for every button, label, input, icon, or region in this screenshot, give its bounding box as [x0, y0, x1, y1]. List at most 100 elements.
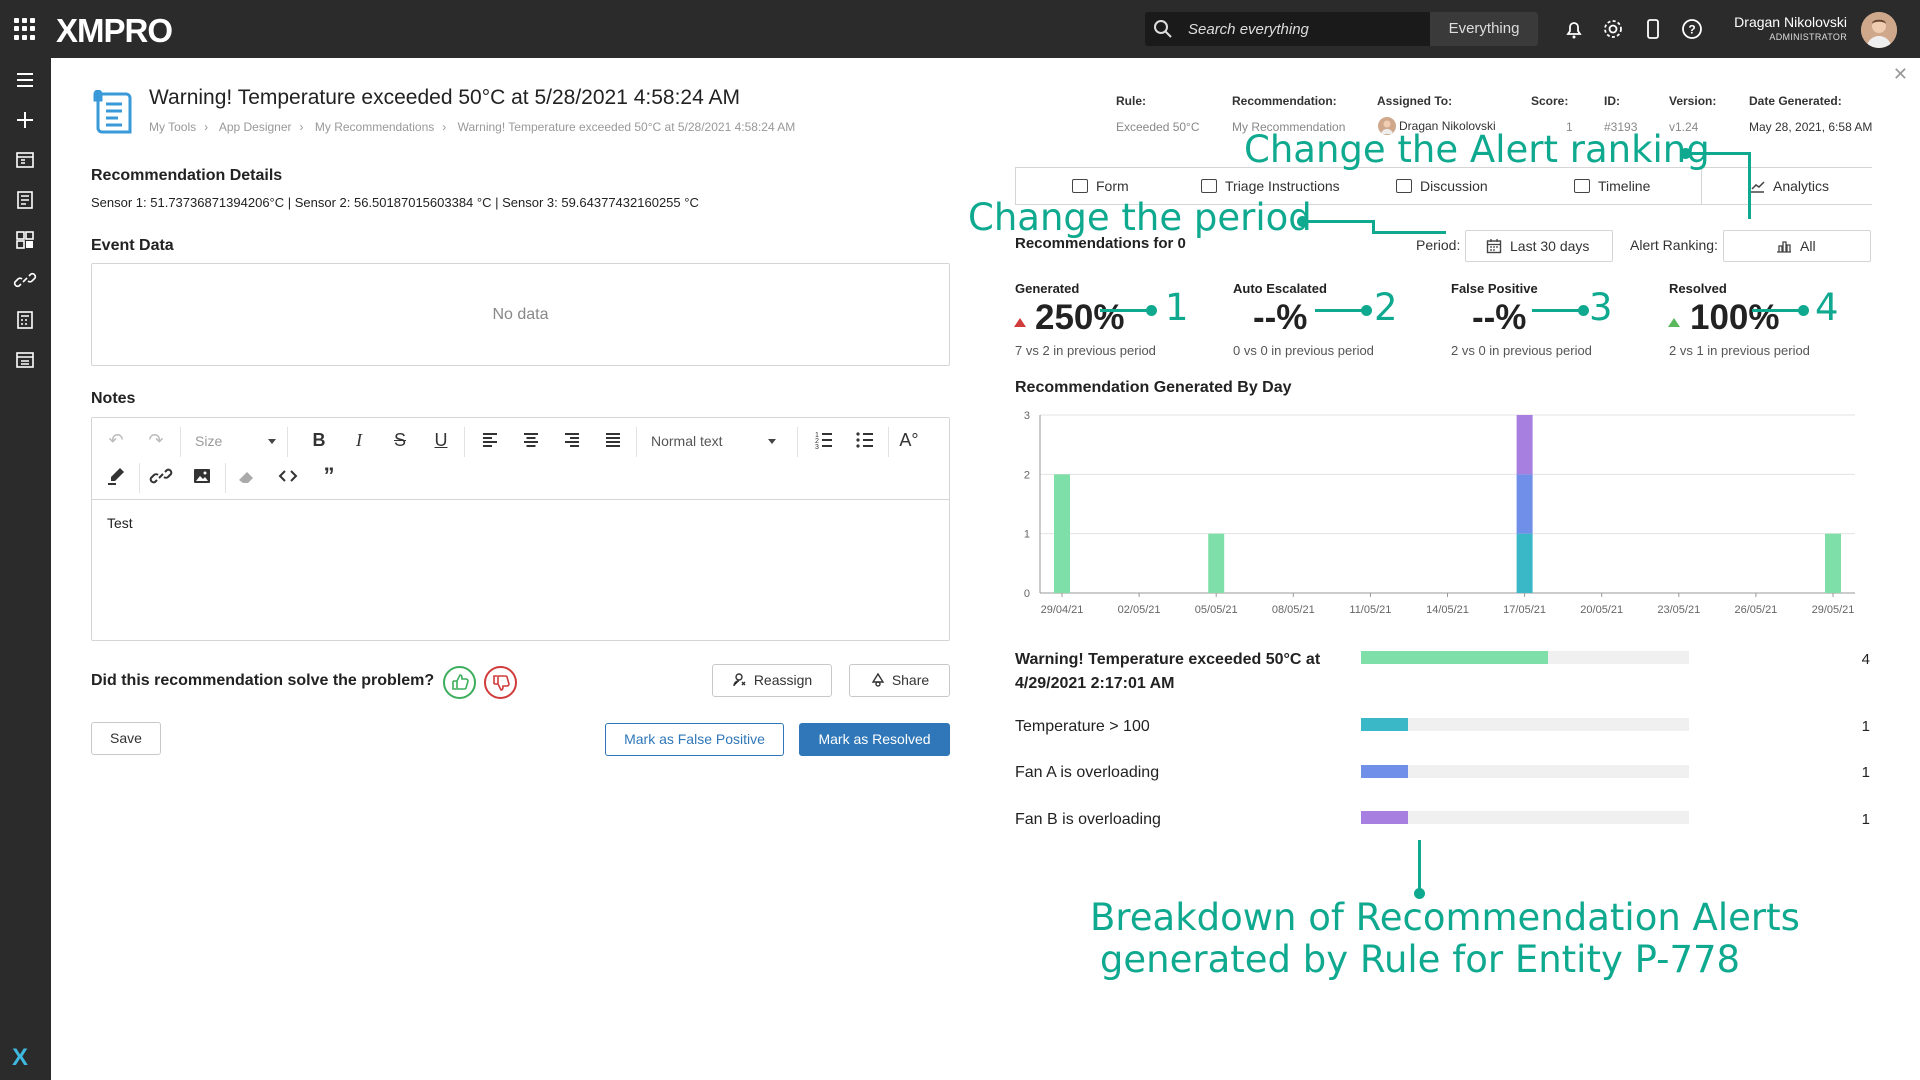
brand-logo[interactable]: XMPRO: [56, 12, 173, 49]
alert-ranking-select[interactable]: All: [1723, 230, 1871, 262]
bell-icon[interactable]: [1562, 17, 1586, 41]
svg-text:?: ?: [1688, 23, 1695, 37]
mobile-icon[interactable]: [1641, 17, 1665, 41]
strikethrough-icon[interactable]: S: [393, 430, 406, 450]
code-icon[interactable]: [276, 464, 300, 488]
notes-input[interactable]: Test: [107, 515, 133, 531]
quote-icon[interactable]: ”: [323, 463, 335, 488]
tab-discussion[interactable]: Discussion: [1396, 168, 1488, 204]
italic-icon[interactable]: I: [356, 430, 362, 450]
close-icon[interactable]: ✕: [1892, 64, 1908, 84]
assigned-value: Dragan Nikolovski: [1378, 117, 1496, 135]
bar: [1825, 533, 1841, 593]
menu-icon[interactable]: [13, 68, 37, 92]
kpi-false-positive-label: False Positive: [1451, 281, 1538, 296]
tab-timeline[interactable]: Timeline: [1574, 168, 1650, 204]
tab-label: Triage Instructions: [1225, 178, 1340, 194]
tab-form[interactable]: Form: [1072, 168, 1129, 204]
annotation-dot: [1414, 888, 1425, 899]
annotation-number-2: 2: [1374, 286, 1398, 329]
breakdown-bar: [1361, 651, 1549, 664]
recommendations-icon[interactable]: [13, 188, 37, 212]
ordered-list-icon[interactable]: 123: [812, 428, 836, 452]
period-select[interactable]: Last 30 days: [1465, 230, 1613, 262]
font-style-icon[interactable]: A°: [899, 430, 919, 450]
version-heading: Version:: [1669, 94, 1717, 108]
thumbs-down-button[interactable]: [484, 666, 517, 699]
dashboard-icon[interactable]: [13, 228, 37, 252]
tab-triage-instructions[interactable]: Triage Instructions: [1201, 168, 1340, 204]
alert-ranking-value: All: [1800, 238, 1816, 254]
apps-icon[interactable]: [13, 148, 37, 172]
breadcrumb-item[interactable]: App Designer: [218, 120, 292, 134]
thumbs-down-icon: [493, 675, 510, 691]
timeline-icon: [1574, 179, 1590, 193]
breadcrumb-item: Warning! Temperature exceeded 50°C at 5/…: [457, 120, 796, 134]
align-right-icon[interactable]: [560, 428, 584, 452]
align-center-icon[interactable]: [519, 428, 543, 452]
score-value: 1: [1566, 120, 1573, 134]
save-button[interactable]: Save: [91, 722, 161, 755]
annotation-line: [1315, 309, 1365, 312]
rule-heading: Rule:: [1116, 94, 1146, 108]
reassign-button[interactable]: Reassign: [712, 664, 832, 697]
x-tick-label: 14/05/21: [1426, 604, 1469, 616]
underline-icon[interactable]: U: [434, 430, 448, 450]
xmpro-mark-icon[interactable]: X: [12, 1044, 29, 1071]
apps-grid-icon[interactable]: [14, 18, 36, 40]
form-icon: [1072, 179, 1088, 193]
breadcrumb-item[interactable]: My Recommendations: [314, 120, 435, 134]
svg-text:3: 3: [815, 444, 819, 451]
y-tick-label: 0: [1024, 588, 1030, 600]
help-icon[interactable]: ?: [1680, 17, 1704, 41]
y-tick-label: 2: [1024, 469, 1030, 481]
recommendation-value: My Recommendation: [1232, 120, 1346, 134]
kpi-auto-escalated-label: Auto Escalated: [1233, 281, 1327, 296]
redo-icon[interactable]: ↷: [148, 430, 164, 450]
search-scope-dropdown[interactable]: Everything: [1430, 12, 1538, 46]
breadcrumb-item[interactable]: My Tools: [149, 120, 197, 134]
search-input[interactable]: Search everything: [1188, 21, 1309, 38]
share-button[interactable]: Share: [849, 664, 950, 697]
undo-icon[interactable]: ↶: [108, 430, 124, 450]
annotation-line: [1752, 309, 1802, 312]
mark-resolved-button[interactable]: Mark as Resolved: [799, 723, 950, 756]
tab-analytics[interactable]: Analytics: [1701, 168, 1872, 204]
align-left-icon[interactable]: [478, 428, 502, 452]
calculator-icon[interactable]: [13, 308, 37, 332]
x-tick-label: 11/05/21: [1349, 604, 1391, 616]
kpi-auto-escalated-value: --%: [1253, 298, 1308, 337]
avatar[interactable]: [1861, 12, 1897, 48]
breakdown-count: 1: [1861, 811, 1870, 828]
search-icon: [1154, 20, 1172, 38]
bullet-list-icon[interactable]: [853, 428, 877, 452]
align-justify-icon[interactable]: [601, 428, 625, 452]
image-icon[interactable]: [190, 464, 214, 488]
highlight-icon[interactable]: [104, 464, 128, 488]
date-heading: Date Generated:: [1749, 94, 1842, 108]
tab-label: Discussion: [1420, 178, 1488, 194]
add-icon[interactable]: [13, 108, 37, 132]
breakdown-track: [1361, 811, 1689, 824]
text-format-dropdown[interactable]: Normal text: [651, 433, 723, 449]
font-size-dropdown[interactable]: Size: [195, 433, 223, 449]
rule-value: Exceeded 50°C: [1116, 120, 1200, 134]
kpi-generated-label: Generated: [1015, 281, 1080, 296]
annotation-line: [1100, 309, 1150, 312]
x-tick-label: 08/05/21: [1272, 604, 1315, 616]
user-name[interactable]: Dragan Nikolovski: [1734, 14, 1847, 30]
share-icon: [871, 672, 885, 687]
eraser-icon[interactable]: [235, 464, 259, 488]
breadcrumb: My Tools › App Designer › My Recommendatio…: [149, 120, 795, 134]
gear-icon[interactable]: [1601, 17, 1625, 41]
global-search[interactable]: Search everything Everything: [1145, 12, 1538, 46]
ranking-icon: [1777, 241, 1791, 253]
annotation-line: [1532, 309, 1582, 312]
mark-false-positive-button[interactable]: Mark as False Positive: [605, 723, 784, 756]
link-icon[interactable]: [13, 268, 37, 292]
data-stream-icon[interactable]: [13, 348, 37, 372]
link-icon[interactable]: [149, 464, 173, 488]
trend-up-red-icon: [1014, 318, 1026, 327]
thumbs-up-button[interactable]: [443, 666, 476, 699]
bold-icon[interactable]: B: [312, 430, 326, 450]
